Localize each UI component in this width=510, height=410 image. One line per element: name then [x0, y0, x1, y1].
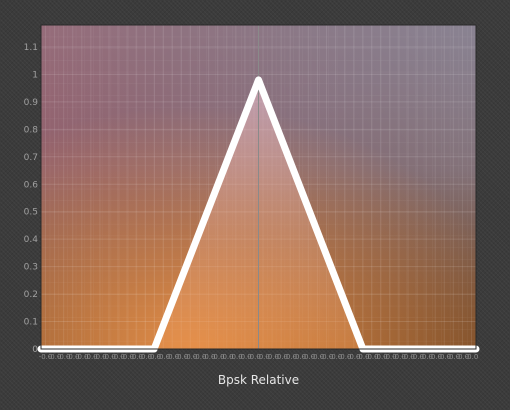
x-axis-label: Bpsk Relative [218, 373, 299, 387]
x-tick-label: -0.0 [265, 353, 279, 361]
x-tick-label: -0.0 [138, 353, 152, 361]
y-tick-label: 0.2 [24, 290, 38, 300]
y-tick-label: 0.5 [24, 208, 38, 218]
x-tick-label: -0.0 [193, 353, 207, 361]
y-tick-label: 0.9 [24, 98, 39, 108]
x-tick-label: -0.0 [147, 353, 161, 361]
y-tick-label: 0.8 [24, 125, 39, 135]
x-tick-label: -0.0 [84, 353, 98, 361]
plot-border [40, 24, 477, 350]
x-tick-label: -0.0 [329, 353, 343, 361]
x-tick-label: -0.0 [347, 353, 361, 361]
x-tick-label: -0.0 [111, 353, 125, 361]
x-tick-label: -0.0 [247, 353, 261, 361]
x-tick-label: -0.0 [311, 353, 325, 361]
x-tick-label: -0.0 [428, 353, 442, 361]
x-tick-label: -0.0 [401, 353, 415, 361]
x-tick-label: -0.0 [39, 353, 53, 361]
x-tick-label: -0.0 [410, 353, 424, 361]
x-tick-label: -0.0 [66, 353, 80, 361]
y-tick-label: 0 [32, 345, 38, 355]
y-axis: 0 0.1 0.2 0.3 0.4 0.5 0.6 0.7 0.8 0.9 1 1.1 [24, 43, 39, 355]
y-tick-label: 0.6 [24, 180, 39, 190]
y-tick-label: 1 [32, 70, 38, 80]
x-tick-label: -0.0 [184, 353, 198, 361]
x-tick-label: -0.0 [175, 353, 189, 361]
x-tick-label: -0.0 [383, 353, 397, 361]
x-tick-label: -0.0 [220, 353, 234, 361]
x-tick-label: -0.0 [129, 353, 143, 361]
x-tick-label: -0.0 [419, 353, 433, 361]
x-tick-label: -0.0 [229, 353, 243, 361]
x-tick-label: -0.0 [274, 353, 288, 361]
x-tick-label: -0.0 [283, 353, 297, 361]
x-tick-label: -0.0 [75, 353, 89, 361]
x-tick-label: -0.0 [256, 353, 270, 361]
x-tick-label: -0.0 [238, 353, 252, 361]
x-tick-label: -0.0 [392, 353, 406, 361]
x-tick-label: -0.0 [365, 353, 379, 361]
x-tick-label: -0.0 [102, 353, 116, 361]
x-tick-label: -0.0 [93, 353, 107, 361]
y-tick-label: 0.3 [24, 263, 38, 273]
x-tick-label: -0.0 [338, 353, 352, 361]
x-tick-label: -0.0 [57, 353, 71, 361]
x-tick-label: -0.0 [292, 353, 306, 361]
x-tick-label: -0.0 [356, 353, 370, 361]
x-tick-label: -0.0 [48, 353, 62, 361]
x-tick-label: -0.0 [447, 353, 461, 361]
x-axis: -0.0-0.0-0.0-0.0-0.0-0.0-0.0-0.0-0.0-0.0… [39, 353, 479, 361]
x-tick-label: -0.0 [211, 353, 225, 361]
y-tick-label: 0.7 [24, 153, 38, 163]
x-tick-label: -0.0 [302, 353, 316, 361]
x-tick-label: -0.0 [120, 353, 134, 361]
x-tick-label: -0.0 [157, 353, 171, 361]
y-tick-label: 0.1 [24, 318, 38, 328]
x-tick-label: -0.0 [465, 353, 479, 361]
x-tick-label: -0.0 [320, 353, 334, 361]
x-tick-label: -0.0 [202, 353, 216, 361]
y-tick-label: 0.4 [24, 235, 39, 245]
x-tick-label: -0.0 [374, 353, 388, 361]
x-tick-label: -0.0 [437, 353, 451, 361]
x-tick-label: -0.0 [456, 353, 470, 361]
y-tick-label: 1.1 [24, 43, 38, 53]
x-tick-label: -0.0 [166, 353, 180, 361]
